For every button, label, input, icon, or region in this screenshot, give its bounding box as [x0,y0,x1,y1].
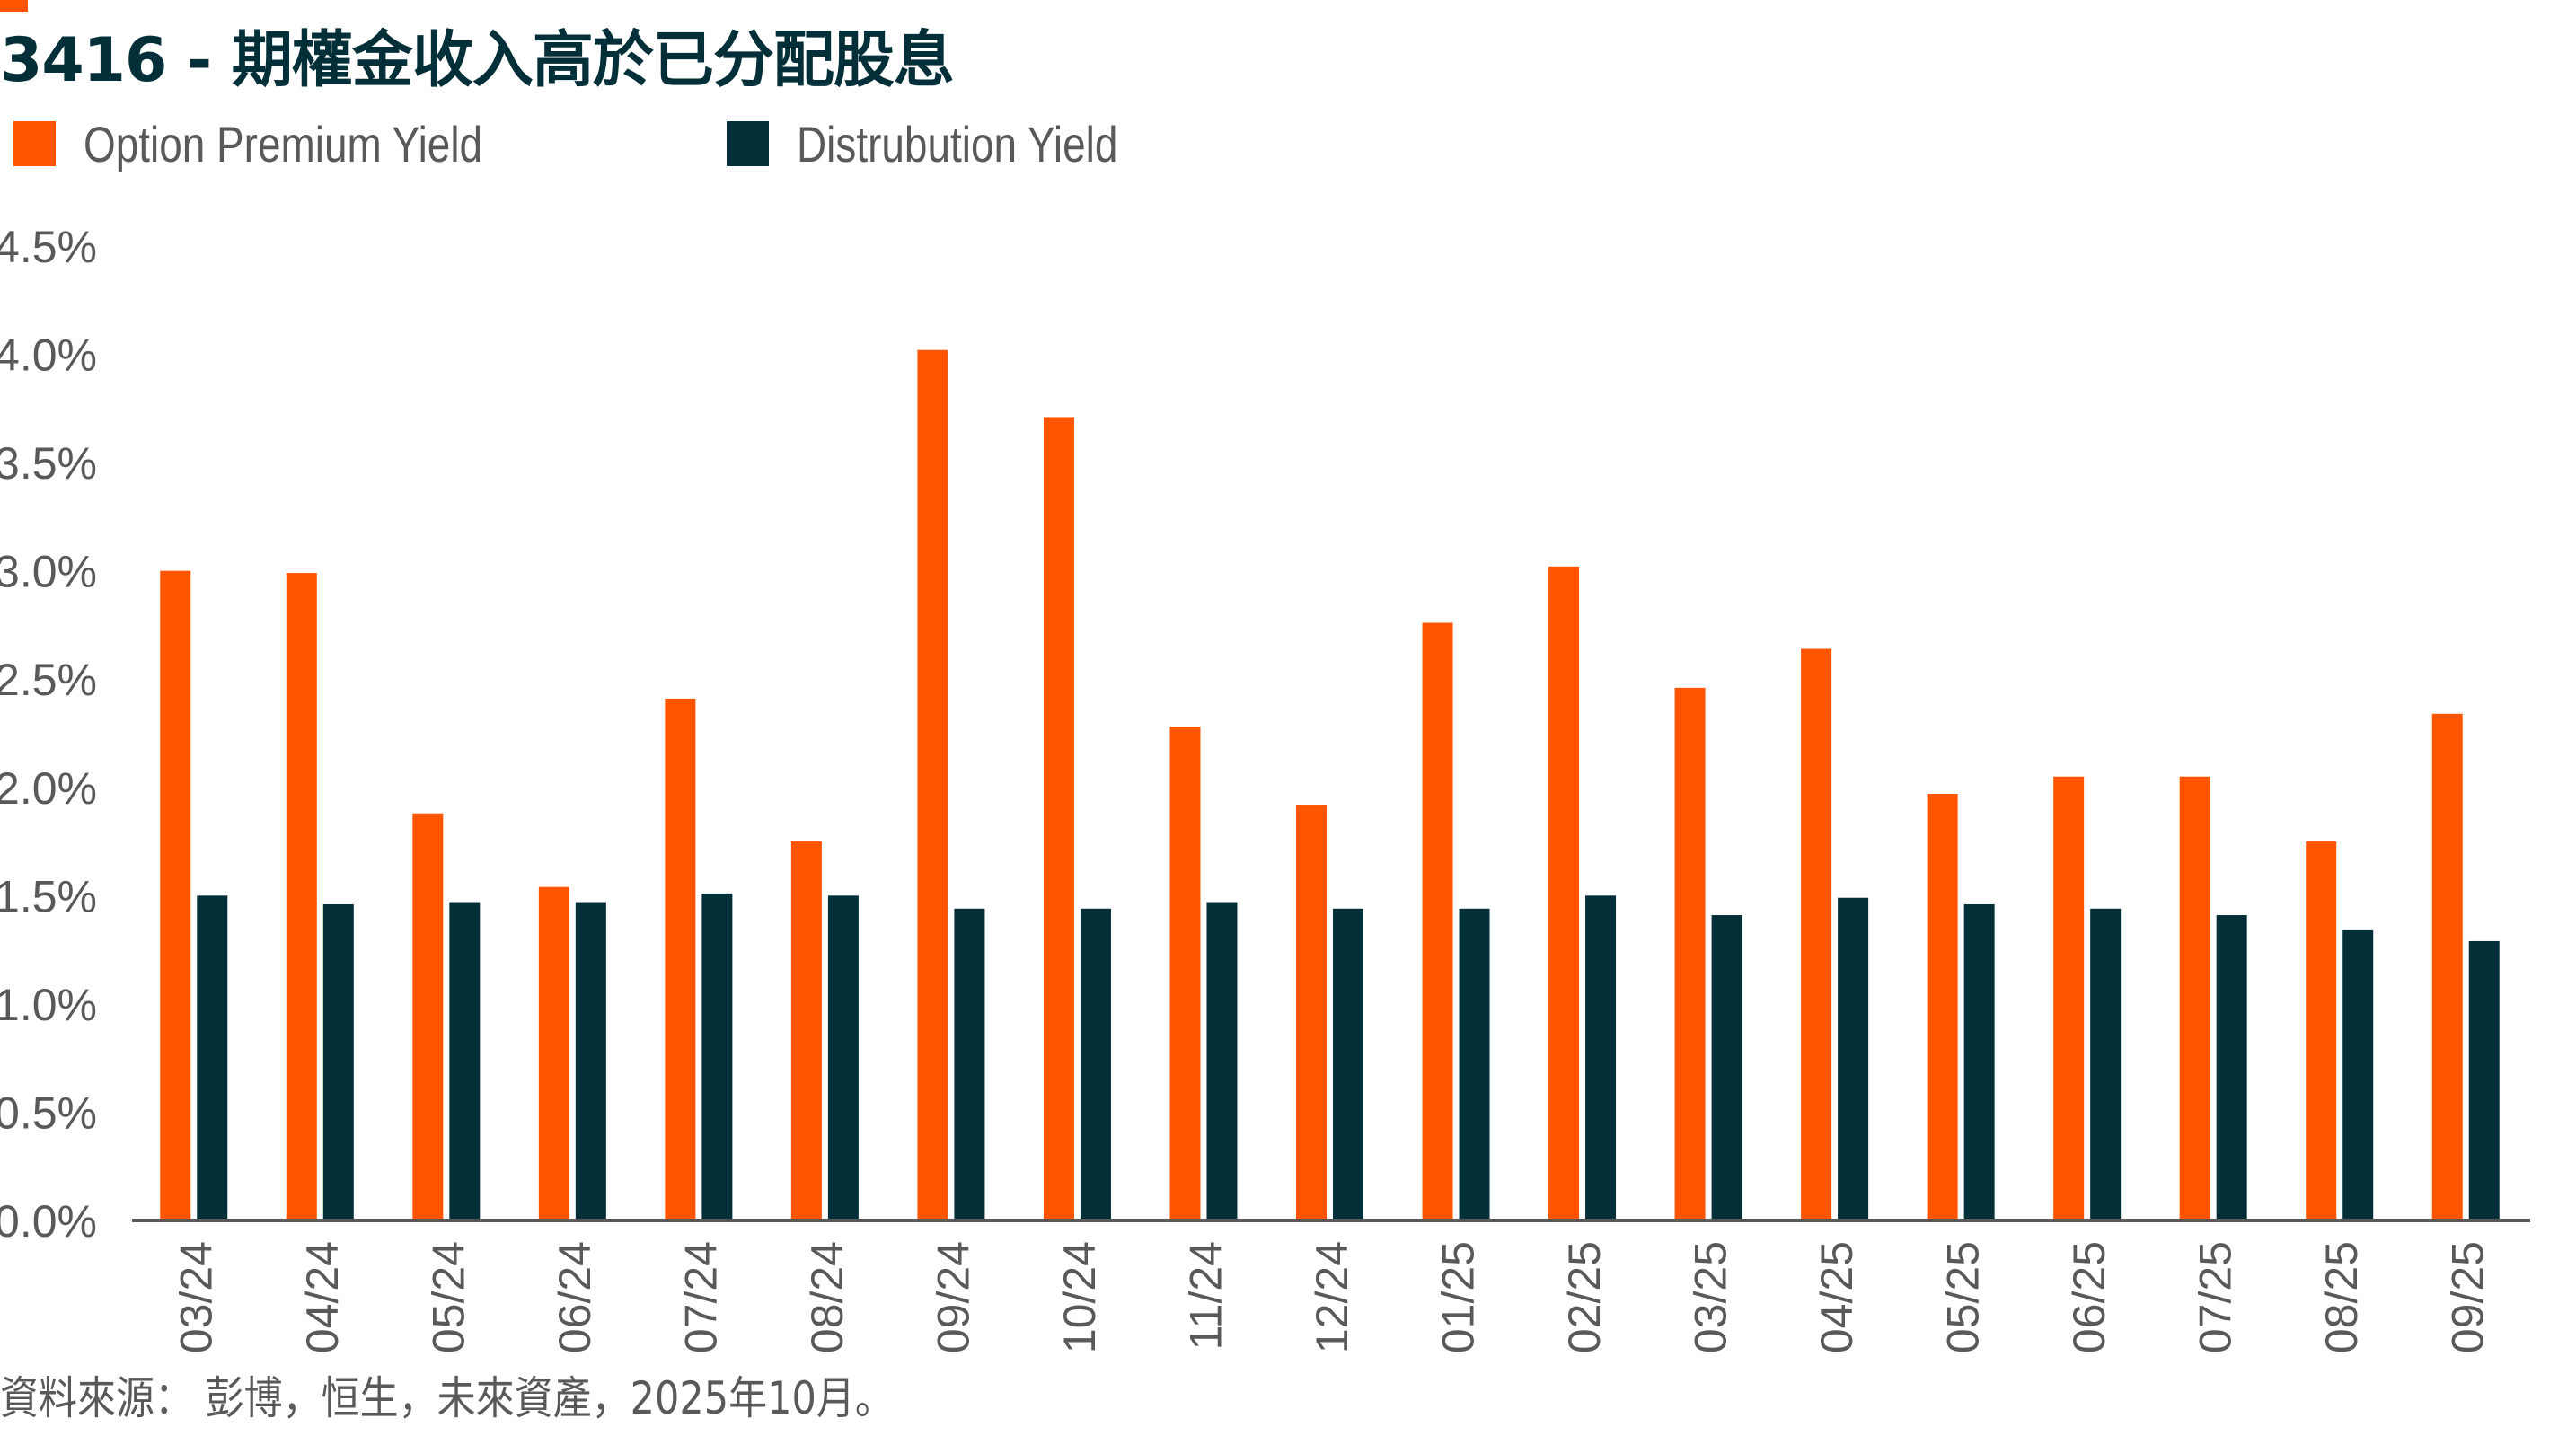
x-axis-ticks: 03/24 04/24 05/24 06/24 07/24 08/24 09/24 10/24… [171,1241,2492,1353]
bar-group-12-24 [1296,805,1363,1220]
legend-item-distribution-yield: Distrubution Yield [727,116,1188,172]
source-footnote: 資料來源： 彭博，恒生，未來資產，2025年10月。 [0,1372,894,1424]
x-tick-label: 03/24 [171,1241,221,1353]
bar-group-09-25 [2431,713,2500,1220]
bar-group-04-24 [286,573,354,1220]
x-tick-label: 09/24 [928,1241,978,1353]
y-tick-label: 4.0% [0,330,97,381]
bar-distribution-yield [197,895,228,1220]
bar-group-03-24 [160,570,228,1220]
bar-distribution-yield [2342,929,2374,1220]
bar-group-08-24 [790,841,859,1220]
bar-option-premium-yield [1674,687,1706,1220]
bar-option-premium-yield [790,841,822,1220]
x-tick-label: 08/24 [802,1241,852,1353]
y-tick-label: 1.5% [0,871,97,921]
x-tick-label: 07/24 [675,1241,726,1353]
bar-option-premium-yield [412,813,444,1220]
bar-option-premium-yield [538,886,569,1220]
bar-option-premium-yield [1801,648,1832,1220]
bar-option-premium-yield [917,349,948,1220]
bar-distribution-yield [701,893,733,1220]
bar-group-05-25 [1927,794,1995,1220]
bar-option-premium-yield [665,698,696,1220]
legend-swatch-distribution-yield [727,121,769,166]
bar-option-premium-yield [286,573,317,1220]
x-tick-label: 02/25 [1559,1241,1610,1353]
bar-group-03-25 [1674,687,1742,1220]
bar-group-07-25 [2179,776,2247,1220]
bar-option-premium-yield [2306,841,2337,1220]
bar-group-09-24 [917,349,985,1220]
x-tick-label: 12/24 [1307,1241,1357,1353]
x-tick-label: 01/25 [1434,1241,1484,1353]
y-tick-label: 2.0% [0,763,97,814]
bar-distribution-yield [2468,940,2500,1220]
x-tick-label: 04/25 [1812,1241,1862,1353]
bar-option-premium-yield [1169,727,1201,1220]
y-axis-ticks: 0.0% 0.5% 1.0% 1.5% 2.0% 2.5% 3.0% 3.5% 4.0% 4.5% [0,222,97,1247]
bar-group-06-24 [538,886,606,1220]
y-tick-label: 0.0% [0,1196,97,1247]
bar-option-premium-yield [160,570,191,1220]
x-tick-label: 07/25 [2191,1241,2241,1353]
bar-group-02-25 [1548,566,1617,1220]
bar-option-premium-yield [2053,776,2085,1220]
bar-group-04-25 [1801,648,1869,1220]
bar-distribution-yield [2090,908,2122,1220]
x-tick-label: 03/25 [1686,1241,1736,1353]
bar-distribution-yield [1206,902,1238,1220]
bar-group-06-25 [2053,776,2122,1220]
bar-group-10-24 [1043,417,1111,1220]
bar-distribution-yield [322,903,354,1220]
bar-distribution-yield [1585,895,1617,1220]
y-tick-label: 3.0% [0,547,97,597]
bar-group-11-24 [1169,727,1238,1220]
bar-distribution-yield [954,908,985,1220]
bar-distribution-yield [1333,908,1363,1220]
bar-distribution-yield [1711,915,1742,1220]
y-tick-label: 1.0% [0,980,97,1030]
accent-bar [0,0,28,12]
bar-group-05-24 [412,813,481,1220]
bar-group-08-25 [2306,841,2374,1220]
bar-group-07-24 [665,698,733,1220]
legend-swatch-option-premium-yield [13,121,56,166]
x-tick-label: 10/24 [1054,1241,1105,1353]
y-tick-label: 3.5% [0,438,97,489]
bar-option-premium-yield [2431,713,2463,1220]
bar-distribution-yield [449,902,481,1220]
chart-title: 3416 - 期權金收入高於已分配股息 [0,25,955,96]
bar-option-premium-yield [1548,566,1580,1220]
bar-option-premium-yield [2179,776,2210,1220]
bar-option-premium-yield [1296,805,1327,1220]
bar-group-01-25 [1422,622,1490,1220]
bar-distribution-yield [575,902,606,1220]
bar-distribution-yield [1080,908,1111,1220]
x-tick-label: 04/24 [297,1241,348,1353]
y-tick-label: 0.5% [0,1088,97,1138]
y-tick-label: 4.5% [0,222,97,272]
x-tick-label: 05/25 [1938,1241,1989,1353]
bars [160,349,2500,1220]
y-tick-label: 2.5% [0,655,97,705]
x-tick-label: 11/24 [1180,1241,1231,1350]
bar-distribution-yield [2216,915,2247,1220]
x-tick-label: 06/25 [2064,1241,2114,1353]
legend-label-distribution-yield: Distrubution Yield [797,115,1118,172]
x-tick-label: 05/24 [423,1241,473,1353]
bar-option-premium-yield [1043,417,1074,1220]
bar-distribution-yield [827,895,859,1220]
bar-option-premium-yield [1422,622,1453,1220]
x-tick-label: 06/24 [550,1241,600,1353]
bar-distribution-yield [1963,903,1995,1220]
x-tick-label: 08/25 [2316,1241,2367,1353]
legend-item-option-premium-yield: Option Premium Yield [13,116,570,172]
bar-option-premium-yield [1927,794,1958,1220]
x-tick-label: 09/25 [2443,1241,2493,1353]
bar-distribution-yield [1838,897,1869,1220]
legend-label-option-premium-yield: Option Premium Yield [84,115,483,172]
bar-distribution-yield [1459,908,1490,1220]
